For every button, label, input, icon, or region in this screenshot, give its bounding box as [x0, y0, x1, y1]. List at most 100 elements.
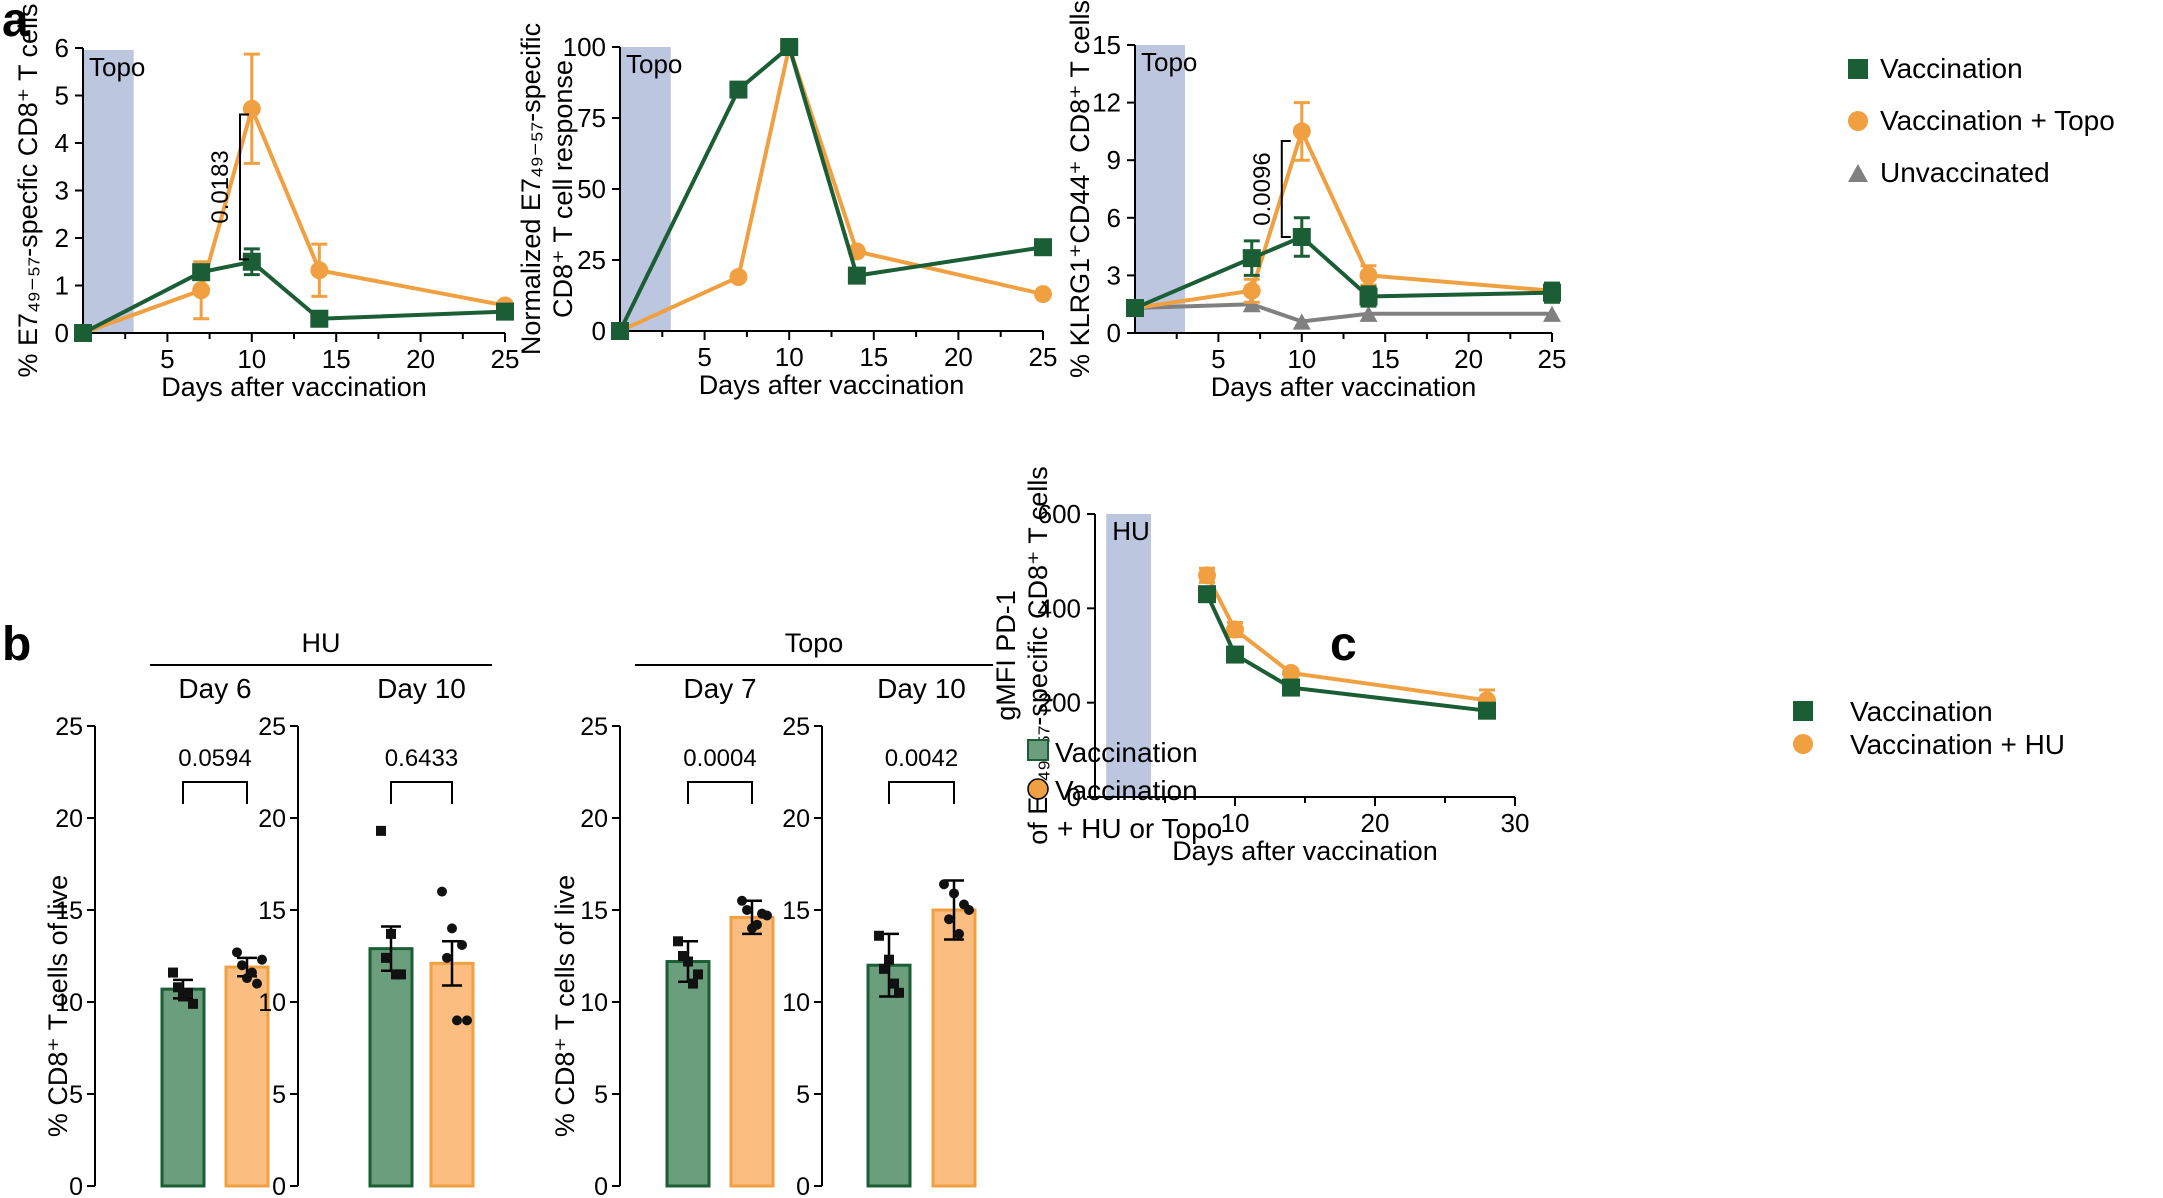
x-tick-label: 15 — [859, 342, 888, 372]
bar — [429, 961, 475, 1188]
replicate-point — [183, 987, 193, 998]
subplot-4: Day 10 0 5 10 15 20 25 0.0042 — [782, 673, 977, 1198]
chart-a1: Topo 0 1 2 3 4 5 6 5 10 15 20 25 Days after vaccinati… — [13, 4, 519, 403]
replicate-point — [442, 952, 452, 963]
significance-bracket — [687, 781, 753, 804]
x-tick-label: 10 — [1287, 344, 1316, 374]
data-point — [1242, 249, 1261, 268]
legend-swatch — [1027, 739, 1049, 761]
replicate-point — [673, 936, 683, 947]
x-tick-label: 10 — [237, 344, 266, 374]
bar — [665, 960, 711, 1188]
replicate-point — [437, 886, 447, 897]
replicate-point — [879, 963, 889, 974]
y-tick-label: 0 — [592, 316, 606, 346]
legend-label: Vaccination + Topo — [1880, 105, 2115, 136]
y-tick-label: 200 — [1038, 688, 1081, 718]
x-axis-label: Days after vaccination — [161, 372, 427, 402]
legend-label: Unvaccinated — [1880, 157, 2050, 188]
replicate-point — [381, 952, 391, 963]
y-tick-label: 1 — [55, 271, 69, 301]
subplot-title: Day 10 — [877, 673, 966, 704]
y-tick-label: 9 — [1107, 145, 1121, 175]
significance-bracket — [1280, 140, 1291, 238]
y-tick-label: 3 — [1107, 260, 1121, 290]
x-tick-label: 30 — [1501, 808, 1530, 838]
replicate-point — [954, 928, 964, 939]
series-vaccination — [1126, 216, 1561, 318]
y-tick-label: 12 — [1092, 88, 1121, 118]
data-point — [1292, 122, 1311, 141]
data-point — [780, 38, 799, 56]
y-tick-label: 15 — [1092, 30, 1121, 60]
panel-label-c: c — [1330, 618, 1357, 671]
panel-label-b: b — [2, 618, 31, 671]
y-tick-label: 15 — [782, 897, 810, 925]
replicate-point — [894, 987, 904, 998]
replicate-point — [688, 978, 698, 989]
legend-marker — [1848, 59, 1868, 79]
y-tick-label: 25 — [580, 713, 608, 741]
y-tick-label: 0 — [272, 1173, 286, 1198]
replicate-point — [252, 978, 262, 989]
data-point — [1226, 620, 1244, 639]
x-tick-label: 20 — [1361, 808, 1390, 838]
y-tick-label: 0 — [796, 1173, 810, 1198]
bar — [224, 965, 270, 1188]
legend-swatch — [1027, 778, 1049, 800]
data-point — [1478, 701, 1496, 720]
replicate-point — [452, 1015, 462, 1026]
replicate-point — [188, 998, 198, 1009]
data-point — [192, 281, 211, 300]
data-point — [74, 324, 92, 342]
data-point — [1034, 238, 1052, 257]
significance-bracket — [238, 113, 249, 261]
y-tick-label: 25 — [577, 245, 606, 275]
replicate-point — [391, 969, 401, 980]
y-tick-label: 20 — [782, 805, 810, 833]
legend-marker — [1848, 111, 1868, 131]
replicate-point — [964, 905, 974, 915]
legend-a: Vaccination Vaccination + Topo Unvaccinate… — [1848, 53, 2115, 188]
series-line — [1134, 302, 1552, 324]
x-tick-label: 5 — [160, 344, 174, 374]
y-axis-label: % E7₄₉₋₅₇-specfic CD8⁺ T cells — [13, 4, 43, 378]
significance-bracket — [182, 781, 248, 804]
data-point — [242, 99, 261, 118]
x-tick-label: 25 — [491, 344, 520, 374]
subplot-1: Day 6 0 5 10 15 20 25 0.0594 — [55, 673, 270, 1198]
treatment-label: HU — [1112, 516, 1150, 546]
data-point — [1126, 299, 1144, 318]
replicate-point — [173, 982, 183, 993]
y-tick-label: 6 — [55, 33, 69, 63]
y-axis-label-line1: gMFI PD-1 — [991, 590, 1021, 721]
data-point — [1292, 313, 1311, 330]
replicate-point — [257, 954, 267, 965]
replicate-point — [944, 914, 954, 925]
y-tick-label: 20 — [580, 805, 608, 833]
data-point — [192, 263, 211, 282]
y-tick-label: 20 — [258, 805, 286, 833]
treatment-header: HU — [302, 628, 341, 658]
y-tick-label: 2 — [55, 223, 69, 253]
replicate-point — [874, 930, 884, 941]
treatment-label: Topo — [626, 49, 682, 79]
treatment-label: Topo — [89, 52, 145, 82]
y-tick-label: 5 — [796, 1081, 810, 1109]
data-point — [1242, 296, 1261, 313]
p-value: 0.6433 — [385, 745, 458, 772]
x-tick-label: 25 — [1029, 342, 1058, 372]
data-point — [1242, 281, 1261, 300]
y-tick-label: 5 — [594, 1081, 608, 1109]
x-tick-label: 10 — [1221, 808, 1250, 838]
subplot-2: Day 10 0 5 10 15 20 25 0.6433 — [258, 673, 475, 1198]
data-point — [729, 268, 748, 287]
x-tick-label: 15 — [322, 344, 351, 374]
x-tick-label: 20 — [406, 344, 435, 374]
y-tick-label: 0 — [69, 1173, 83, 1198]
bar — [866, 963, 912, 1188]
series-line — [1205, 574, 1488, 703]
treatment-shade — [1135, 45, 1186, 333]
x-axis-label: Days after vaccination — [699, 370, 965, 400]
